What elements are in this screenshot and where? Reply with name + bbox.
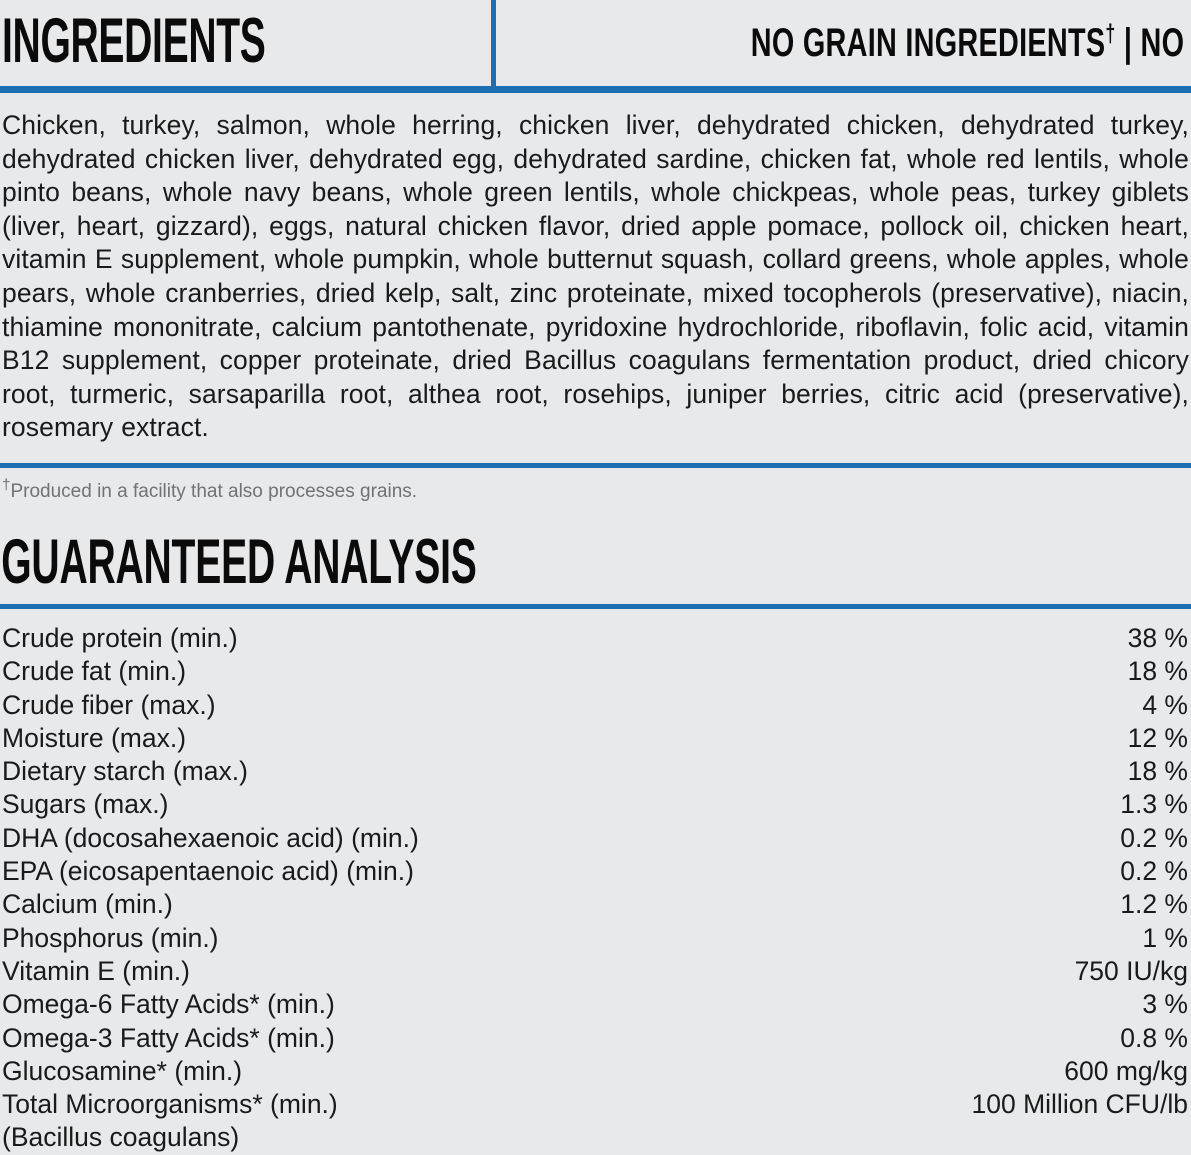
table-row: Omega-3 Fatty Acids* (min.) 0.8 % — [0, 1022, 1191, 1055]
nutrient-label: Sugars (max.) — [2, 789, 169, 820]
nutrient-value: 100 Million CFU/lb — [971, 1089, 1189, 1120]
table-row: DHA (docosahexaenoic acid) (min.) 0.2 % — [0, 822, 1191, 855]
no-grain-claim: NO GRAIN INGREDIENTS† | NO MEALS ADDED — [751, 21, 1191, 65]
nutrient-value: 12 % — [1127, 722, 1188, 753]
footnote-section: †Produced in a facility that also proces… — [0, 462, 1191, 504]
nutrient-label: EPA (eicosapentaenoic acid) (min.) — [2, 856, 414, 887]
nutrient-value: 750 IU/kg — [1074, 955, 1188, 986]
nutrient-label: Calcium (min.) — [2, 889, 173, 920]
table-row: Dietary starch (max.) 18 % — [0, 755, 1191, 788]
nutrient-value: 3 % — [1142, 989, 1188, 1020]
nutrient-value: 0.2 % — [1120, 822, 1188, 853]
nutrient-label: DHA (docosahexaenoic acid) (min.) — [2, 822, 419, 853]
table-row: Phosphorus (min.) 1 % — [0, 922, 1191, 955]
nutrient-value: 38 % — [1127, 622, 1188, 653]
nutrient-label: Omega-3 Fatty Acids* (min.) — [2, 1022, 335, 1053]
guaranteed-analysis-table: Crude protein (min.) 38 % Crude fat (min.)… — [0, 609, 1191, 1155]
vertical-blue-divider — [491, 0, 496, 86]
nutrient-label: Crude protein (min.) — [2, 622, 238, 653]
nutrient-value: 18 % — [1127, 656, 1188, 687]
grain-facility-footnote: †Produced in a facility that also proces… — [0, 468, 1191, 504]
nutrient-value: 0.2 % — [1120, 856, 1188, 887]
nutrient-value: 0.8 % — [1120, 1022, 1188, 1053]
guaranteed-analysis-title: GUARANTEED ANALYSIS — [1, 526, 477, 597]
nutrient-label: Crude fiber (max.) — [2, 689, 216, 720]
nutrient-value: 1 % — [1142, 922, 1188, 953]
nutrient-label: Moisture (max.) — [2, 722, 187, 753]
page-title: INGREDIENTS — [2, 6, 266, 76]
guaranteed-analysis-header: GUARANTEED ANALYSIS — [0, 504, 1191, 598]
claim-container: NO GRAIN INGREDIENTS† | NO MEALS ADDED — [496, 0, 1191, 86]
table-row: EPA (eicosapentaenoic acid) (min.) 0.2 % — [0, 855, 1191, 888]
nutrient-value: 1.2 % — [1120, 889, 1188, 920]
table-row: Calcium (min.) 1.2 % — [0, 888, 1191, 921]
nutrient-label: Vitamin E (min.) — [2, 955, 190, 986]
footnote-rule — [0, 462, 1191, 468]
claim-main-text: NO GRAIN INGREDIENTS — [750, 21, 1106, 65]
table-row: Moisture (max.) 12 % — [0, 722, 1191, 755]
table-row: Vitamin E (min.) 750 IU/kg — [0, 955, 1191, 988]
table-row: Glucosamine* (min.) 600 mg/kg — [0, 1055, 1191, 1088]
nutrient-value: 4 % — [1142, 689, 1188, 720]
table-row: Sugars (max.) 1.3 % — [0, 788, 1191, 821]
nutrient-value: 18 % — [1127, 756, 1188, 787]
table-row: Omega-6 Fatty Acids* (min.) 3 % — [0, 988, 1191, 1021]
ingredients-top-rule — [0, 86, 1191, 93]
ingredients-list-text: Chicken, turkey, salmon, whole herring, … — [2, 110, 1189, 443]
nutrient-label: Total Microorganisms* (min.) — [2, 1089, 338, 1120]
guaranteed-analysis-rule-container — [0, 603, 1191, 609]
nutrient-value: 600 mg/kg — [1064, 1055, 1188, 1086]
microorganisms-continuation: (Bacillus coagulans) — [2, 1122, 240, 1153]
guaranteed-analysis-rule — [0, 603, 1191, 609]
table-row: Crude protein (min.) 38 % — [0, 622, 1191, 655]
nutrient-label: Glucosamine* (min.) — [2, 1055, 243, 1086]
footnote-text: Produced in a facility that also process… — [10, 480, 418, 502]
dagger-marker: † — [1105, 20, 1116, 48]
table-row: Crude fiber (max.) 4 % — [0, 689, 1191, 722]
table-row: Total Microorganisms* (min.) 100 Million … — [0, 1088, 1191, 1121]
table-row: Crude fat (min.) 18 % — [0, 655, 1191, 688]
nutrient-value: 1.3 % — [1120, 789, 1188, 820]
ingredients-heading-container: INGREDIENTS — [0, 0, 491, 76]
nutrient-label: Phosphorus (min.) — [2, 922, 219, 953]
nutrient-label: Dietary starch (max.) — [2, 756, 248, 787]
nutrient-label: Crude fat (min.) — [2, 656, 187, 687]
claim-secondary-text: | NO MEALS ADDED — [1123, 21, 1191, 65]
footnote-dagger-icon: † — [2, 476, 11, 494]
nutrient-label: Omega-6 Fatty Acids* (min.) — [2, 989, 335, 1020]
ingredients-header-band: INGREDIENTS NO GRAIN INGREDIENTS† | NO M… — [0, 0, 1191, 86]
